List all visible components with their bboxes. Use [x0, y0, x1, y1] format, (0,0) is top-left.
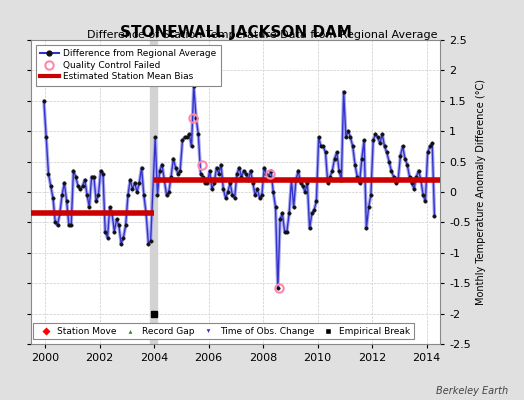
Text: Difference of Station Temperature Data from Regional Average: Difference of Station Temperature Data f… — [87, 30, 437, 40]
Title: STONEWALL JACKSON DAM: STONEWALL JACKSON DAM — [120, 25, 352, 40]
Y-axis label: Monthly Temperature Anomaly Difference (°C): Monthly Temperature Anomaly Difference (… — [476, 79, 486, 305]
Text: Berkeley Earth: Berkeley Earth — [436, 386, 508, 396]
Legend: Station Move, Record Gap, Time of Obs. Change, Empirical Break: Station Move, Record Gap, Time of Obs. C… — [33, 323, 414, 340]
